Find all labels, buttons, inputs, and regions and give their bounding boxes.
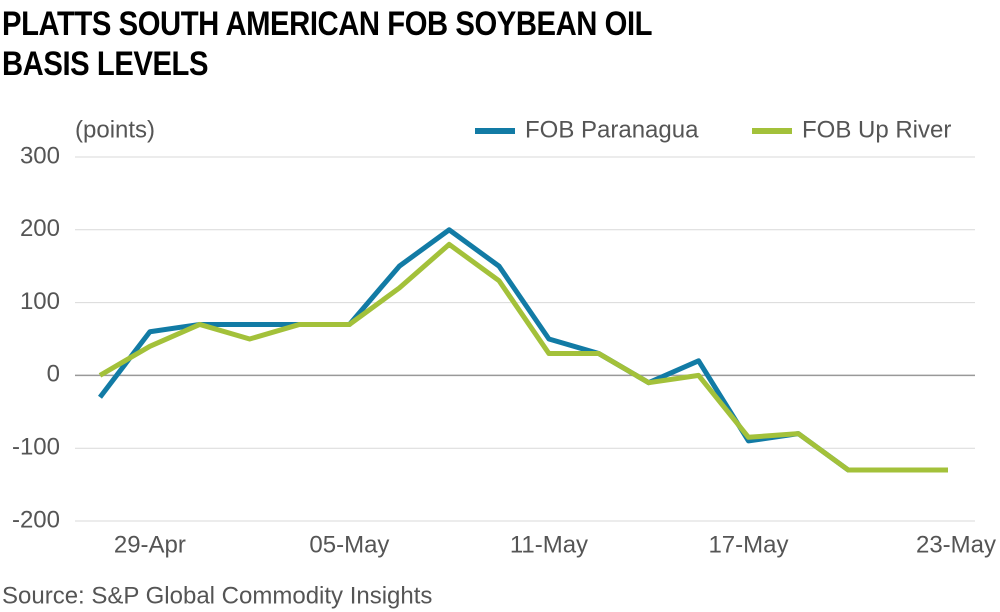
y-tick-label: 200 [20, 215, 60, 242]
series-line [98, 227, 948, 473]
x-tick-label: 17-May [708, 531, 788, 558]
source: Source: S&P Global Commodity Insights [2, 582, 432, 609]
y-tick-label: -100 [12, 434, 60, 461]
chart-title: PLATTS SOUTH AMERICAN FOB SOYBEAN OIL BA… [2, 5, 652, 83]
y-tick-label: 0 [47, 361, 60, 388]
y-axis-label: (points) [75, 116, 155, 143]
legend-label: FOB Up River [802, 116, 951, 143]
x-tick-label: 23-May [916, 531, 996, 558]
x-tick-label: 29-Apr [114, 531, 186, 558]
y-tick-label: -200 [12, 506, 60, 533]
x-tick-label: 11-May [510, 531, 588, 558]
y-tick-label: 100 [20, 288, 60, 315]
series-line [98, 241, 948, 473]
legend-label: FOB Paranagua [525, 116, 699, 143]
x-tick-label: 05-May [309, 531, 389, 558]
y-tick-label: 300 [20, 142, 60, 169]
